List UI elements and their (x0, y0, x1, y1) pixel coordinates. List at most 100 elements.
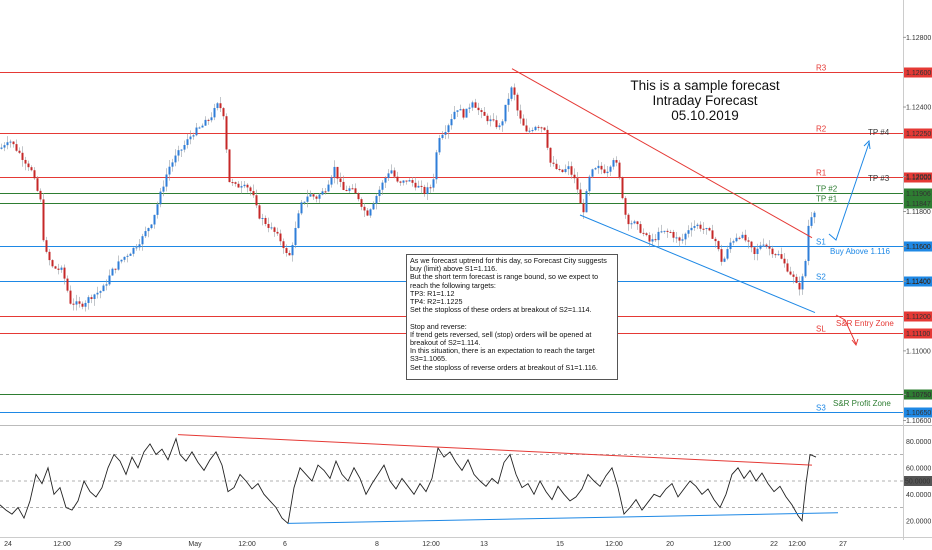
candle-up (87, 297, 90, 303)
candle-down (474, 102, 477, 108)
level-price-label: 1.12000 (906, 175, 931, 182)
candle-down (699, 224, 702, 229)
forecast-down-arrow (835, 314, 857, 345)
oscillator-trendline (177, 434, 813, 466)
candle-up (732, 241, 735, 243)
oscillator-pane (0, 434, 903, 525)
time-tick-label: 12:00 (422, 541, 440, 548)
candle-up (372, 203, 375, 210)
forecast-up-arrow (828, 142, 870, 241)
oscillator-tick-label: 20.0000 (906, 518, 931, 525)
candle-up (189, 136, 192, 140)
candle-up (762, 244, 765, 246)
candle-up (9, 141, 12, 143)
candle-up (186, 139, 189, 145)
candle-up (726, 249, 729, 259)
candle-down (33, 170, 36, 179)
candle-up (567, 166, 570, 170)
candle-down (45, 240, 48, 252)
note-line: But the short term forecast is range bou… (410, 272, 599, 290)
candle-down (786, 263, 789, 272)
candle-down (636, 221, 639, 225)
candle-down (783, 258, 786, 264)
price-candles (0, 83, 816, 312)
candle-up (195, 127, 198, 136)
candle-up (657, 231, 660, 241)
candle-up (696, 224, 699, 227)
candle-up (693, 226, 696, 228)
note-line: TP4: R2=1.1225 (410, 297, 463, 307)
candle-down (276, 231, 279, 234)
candle-up (3, 145, 6, 148)
candle-down (744, 234, 747, 241)
candle-up (309, 194, 312, 197)
candle-down (39, 190, 42, 200)
candle-down (768, 246, 771, 249)
candle-up (402, 180, 405, 183)
candle-down (666, 230, 669, 232)
time-tick-label: 29 (114, 541, 122, 548)
note-line: As we forecast uptrend for this day, so … (410, 256, 607, 274)
candle-up (318, 194, 321, 199)
candle-down (618, 162, 621, 178)
candle-down (57, 268, 60, 270)
candle-down (324, 191, 327, 193)
time-tick-label: May (188, 541, 202, 548)
candle-up (138, 244, 141, 248)
candle-down (570, 166, 573, 175)
time-tick-label: 12:00 (53, 541, 71, 548)
candle-up (687, 230, 690, 234)
candle-up (501, 121, 504, 126)
level-name: R2 (816, 125, 827, 134)
candle-down (555, 163, 558, 170)
candle-up (675, 237, 678, 239)
tp3-label: TP #3 (868, 174, 890, 183)
candle-up (528, 130, 531, 132)
candle-down (720, 249, 723, 262)
candle-down (228, 149, 231, 183)
candle-down (66, 278, 69, 291)
candle-down (678, 237, 681, 241)
candle-up (609, 166, 612, 172)
oscillator-tick-label: 40.0000 (906, 492, 931, 499)
candle-down (648, 235, 651, 242)
candle-up (441, 134, 444, 139)
candle-up (594, 168, 597, 170)
candle-up (210, 117, 213, 121)
candle-down (12, 141, 15, 145)
tp4-label: TP #4 (868, 128, 890, 137)
candle-down (312, 194, 315, 197)
candle-up (456, 110, 459, 112)
candle-down (795, 276, 798, 283)
candle-up (291, 245, 294, 256)
candle-down (351, 188, 354, 190)
candle-down (81, 303, 84, 307)
candle-up (813, 212, 816, 218)
title-line-3: 05.10.2019 (671, 108, 739, 123)
price-tick-label: 1.12800 (906, 35, 931, 42)
candle-down (345, 189, 348, 191)
time-tick-label: 12:00 (788, 541, 806, 548)
candle-down (411, 180, 414, 183)
level-name: S1 (816, 238, 826, 247)
candle-up (84, 302, 87, 307)
candle-down (639, 224, 642, 233)
candle-down (780, 254, 783, 259)
candle-down (540, 127, 543, 129)
candle-down (576, 178, 579, 190)
candle-down (525, 125, 528, 132)
candle-down (711, 230, 714, 239)
candle-down (342, 181, 345, 190)
candle-down (624, 198, 627, 215)
candle-up (741, 234, 744, 238)
candle-up (99, 291, 102, 293)
level-price-tag (904, 328, 932, 339)
candle-down (357, 193, 360, 200)
candle-up (585, 191, 588, 213)
candle-down (714, 238, 717, 242)
candle-down (219, 103, 222, 109)
candle-up (735, 237, 738, 242)
oscillator-tick-label: 80.0000 (906, 439, 931, 446)
candle-up (633, 221, 636, 224)
